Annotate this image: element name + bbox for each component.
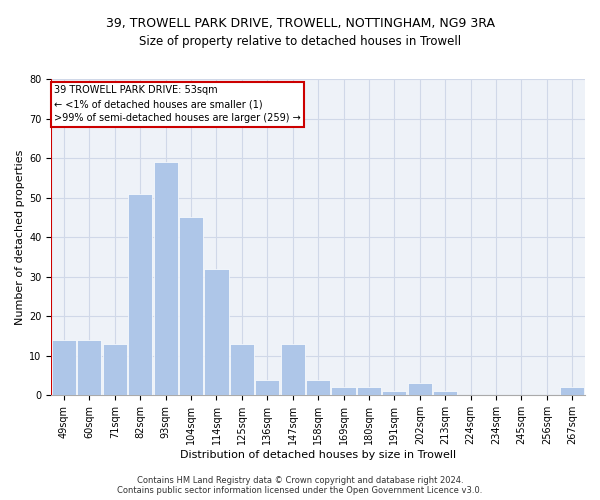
Bar bbox=[331, 388, 356, 396]
Text: 39 TROWELL PARK DRIVE: 53sqm
← <1% of detached houses are smaller (1)
>99% of se: 39 TROWELL PARK DRIVE: 53sqm ← <1% of de… bbox=[54, 86, 301, 124]
Bar bbox=[52, 340, 76, 396]
Bar bbox=[281, 344, 305, 396]
Text: 39, TROWELL PARK DRIVE, TROWELL, NOTTINGHAM, NG9 3RA: 39, TROWELL PARK DRIVE, TROWELL, NOTTING… bbox=[106, 18, 494, 30]
Bar bbox=[408, 384, 432, 396]
Bar bbox=[255, 380, 280, 396]
Bar bbox=[230, 344, 254, 396]
Bar bbox=[306, 380, 330, 396]
Bar bbox=[103, 344, 127, 396]
X-axis label: Distribution of detached houses by size in Trowell: Distribution of detached houses by size … bbox=[180, 450, 456, 460]
Bar bbox=[205, 269, 229, 396]
Text: Size of property relative to detached houses in Trowell: Size of property relative to detached ho… bbox=[139, 35, 461, 48]
Bar bbox=[560, 388, 584, 396]
Bar bbox=[357, 388, 381, 396]
Bar bbox=[77, 340, 101, 396]
Bar bbox=[179, 218, 203, 396]
Y-axis label: Number of detached properties: Number of detached properties bbox=[15, 150, 25, 325]
Bar bbox=[382, 392, 406, 396]
Bar bbox=[433, 392, 457, 396]
Text: Contains HM Land Registry data © Crown copyright and database right 2024.: Contains HM Land Registry data © Crown c… bbox=[137, 476, 463, 485]
Text: Contains public sector information licensed under the Open Government Licence v3: Contains public sector information licen… bbox=[118, 486, 482, 495]
Bar bbox=[154, 162, 178, 396]
Bar bbox=[128, 194, 152, 396]
